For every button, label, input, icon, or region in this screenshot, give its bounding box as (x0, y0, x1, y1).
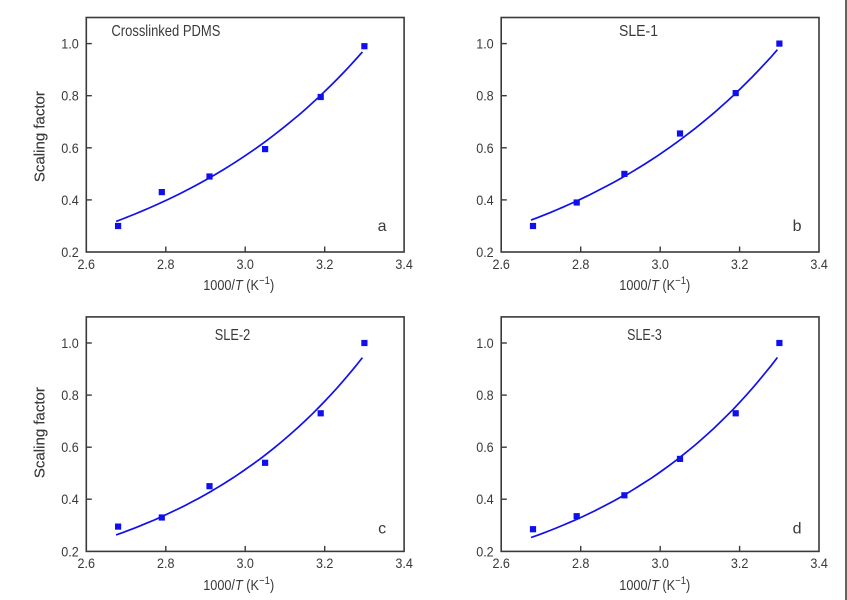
svg-text:1.0: 1.0 (476, 335, 494, 351)
svg-text:0.2: 0.2 (61, 543, 79, 559)
svg-text:3.0: 3.0 (236, 256, 254, 272)
svg-text:3.0: 3.0 (651, 555, 669, 571)
svg-text:1000/T (K−1): 1000/T (K−1) (203, 275, 274, 294)
svg-text:1.0: 1.0 (476, 36, 494, 52)
svg-text:1000/T (K−1): 1000/T (K−1) (203, 575, 274, 594)
svg-text:b: b (793, 218, 802, 235)
svg-text:Crosslinked PDMS: Crosslinked PDMS (111, 23, 220, 40)
svg-text:2.6: 2.6 (492, 555, 510, 571)
svg-text:Scaling factor: Scaling factor (32, 387, 48, 478)
svg-text:0.8: 0.8 (61, 88, 79, 104)
svg-text:2.8: 2.8 (157, 256, 175, 272)
svg-text:3.2: 3.2 (316, 256, 334, 272)
svg-text:0.4: 0.4 (476, 192, 494, 208)
svg-text:1000/T (K−1): 1000/T (K−1) (619, 275, 690, 294)
svg-text:SLE-2: SLE-2 (215, 327, 251, 344)
svg-text:2.6: 2.6 (78, 256, 96, 272)
svg-text:2.6: 2.6 (492, 256, 510, 272)
svg-text:a: a (378, 218, 387, 235)
svg-text:1.0: 1.0 (61, 335, 79, 351)
svg-text:3.4: 3.4 (395, 256, 413, 272)
svg-text:3.2: 3.2 (731, 555, 749, 571)
svg-text:0.2: 0.2 (476, 543, 494, 559)
svg-text:2.6: 2.6 (78, 555, 96, 571)
svg-text:0.8: 0.8 (476, 387, 494, 403)
svg-text:3.2: 3.2 (316, 555, 334, 571)
svg-text:3.4: 3.4 (395, 555, 413, 571)
svg-text:0.2: 0.2 (476, 244, 494, 260)
svg-text:0.2: 0.2 (61, 244, 79, 260)
svg-text:3.2: 3.2 (731, 256, 749, 272)
svg-text:0.6: 0.6 (476, 439, 494, 455)
svg-text:0.4: 0.4 (61, 192, 79, 208)
svg-text:1.0: 1.0 (61, 36, 79, 52)
svg-text:0.6: 0.6 (61, 140, 79, 156)
svg-text:0.8: 0.8 (61, 387, 79, 403)
svg-text:Scaling factor: Scaling factor (32, 91, 48, 182)
svg-text:Scaling factor: Scaling factor (32, 387, 48, 478)
svg-text:0.6: 0.6 (61, 439, 79, 455)
svg-text:SLE-3: SLE-3 (627, 327, 662, 344)
svg-text:SLE-1: SLE-1 (619, 23, 658, 40)
svg-text:c: c (378, 521, 386, 538)
svg-text:2.8: 2.8 (572, 256, 590, 272)
svg-text:0.4: 0.4 (61, 491, 79, 507)
svg-text:d: d (793, 521, 802, 538)
svg-text:3.4: 3.4 (810, 256, 828, 272)
svg-text:2.8: 2.8 (572, 555, 590, 571)
svg-text:0.6: 0.6 (476, 140, 494, 156)
svg-text:2.8: 2.8 (157, 555, 175, 571)
svg-text:3.4: 3.4 (810, 555, 828, 571)
svg-text:0.8: 0.8 (476, 88, 494, 104)
svg-text:3.0: 3.0 (236, 555, 254, 571)
svg-text:1000/T (K−1): 1000/T (K−1) (619, 575, 690, 594)
svg-text:3.0: 3.0 (651, 256, 669, 272)
svg-text:0.4: 0.4 (476, 491, 494, 507)
svg-text:Scaling factor: Scaling factor (32, 91, 48, 182)
